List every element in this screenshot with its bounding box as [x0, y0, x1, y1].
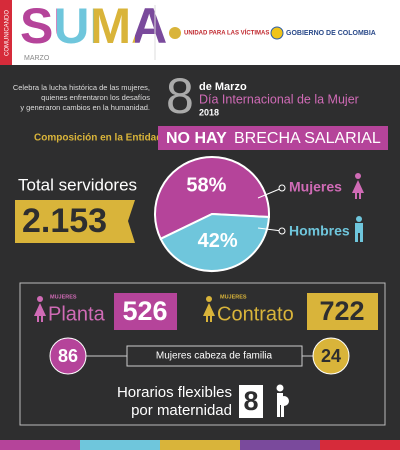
banner-b: BRECHA SALARIAL: [234, 130, 381, 147]
contrato-label: Contrato: [217, 303, 294, 325]
date-year: 2018: [199, 107, 219, 117]
leader: [257, 227, 283, 232]
planta-tag: MUJERES: [50, 294, 77, 300]
date-event: Día Internacional de la Mujer: [199, 92, 359, 106]
details-box: [19, 282, 386, 426]
logo-right: GOBIERNO DE COLOMBIA: [286, 30, 376, 37]
contrato-value: 722: [319, 296, 364, 326]
logo-title: SUMA: [20, 0, 167, 54]
composition-label: Composición en la Entidad: [34, 133, 162, 144]
total-banner: [15, 200, 135, 243]
leader-dot: [278, 227, 286, 235]
intro-line: y generaron cambios en la humanidad.: [20, 103, 150, 112]
cabeza-right: 24: [321, 346, 341, 366]
female-icon: [34, 296, 46, 322]
legend-mujeres: Mujeres: [289, 179, 342, 195]
leader: [257, 187, 283, 199]
legend-hombres: Hombres: [289, 223, 350, 239]
contrato-box: [307, 293, 378, 330]
pregnant-icon: [276, 384, 289, 417]
pie: 58% 42%: [154, 156, 270, 272]
logo-icon: [169, 27, 181, 39]
total-label: Total servidores: [18, 175, 137, 194]
planta-value: 526: [122, 296, 167, 326]
female-icon: [203, 296, 215, 322]
contrato-tag: MUJERES: [220, 294, 247, 300]
left-circle: [49, 337, 87, 375]
date-day: 8: [166, 68, 194, 124]
intro-line: quienes enfrentaron los desafíos: [41, 93, 150, 102]
female-icon: [352, 173, 364, 199]
pie-slice: [159, 212, 270, 272]
leader-dot: [278, 184, 286, 192]
flex-value: 8: [243, 386, 258, 416]
intro-line: Celebra la lucha histórica de las mujere…: [13, 83, 150, 92]
header-bg: [0, 0, 400, 65]
side-strip: [0, 0, 12, 65]
bottom-stripe: [0, 440, 400, 450]
pie-label: 58%: [186, 174, 226, 196]
cabeza-left: 86: [58, 346, 78, 366]
total-value: 2.153: [22, 202, 107, 240]
right-circle: [312, 337, 350, 375]
flex-box: [239, 385, 263, 418]
flex-line1: Horarios flexibles: [117, 384, 232, 401]
pie-label: 42%: [198, 230, 238, 252]
logo-left: UNIDAD PARA LAS VÍCTIMAS: [184, 29, 269, 37]
flex-line2: por maternidad: [131, 402, 232, 419]
cabeza-label: Mujeres cabeza de familia: [156, 351, 273, 362]
banner: [158, 126, 388, 150]
banner-a: NO HAY: [166, 130, 227, 147]
cabeza-box: [126, 345, 303, 367]
male-icon: [355, 216, 363, 242]
planta-box: [114, 293, 177, 330]
pie-slice: [154, 156, 270, 241]
month: MARZO: [24, 55, 50, 62]
side-label: COMUNICANDO: [5, 10, 11, 56]
date-month: de Marzo: [199, 81, 247, 93]
planta-label: Planta: [48, 303, 106, 325]
logo-icon: [270, 26, 284, 40]
